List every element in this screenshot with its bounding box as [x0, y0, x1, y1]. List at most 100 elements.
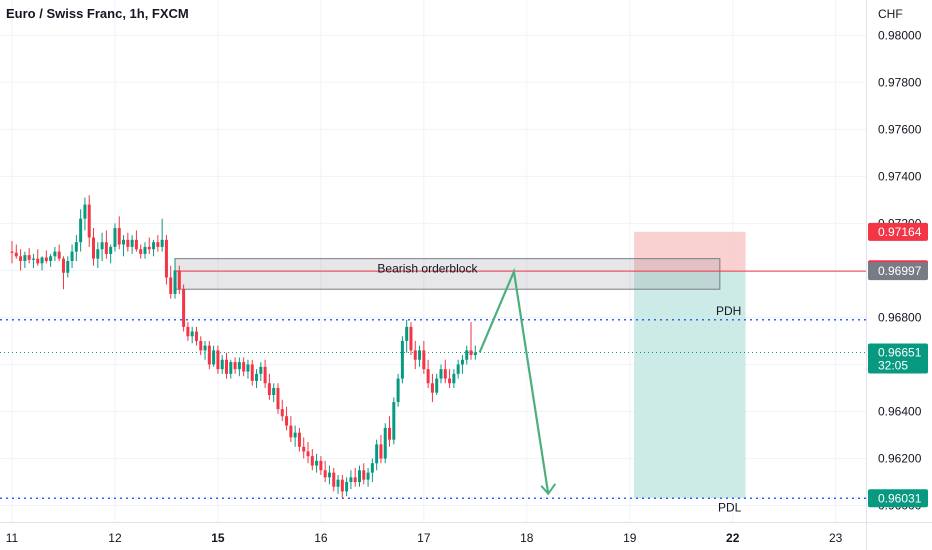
price-tag-countdown: 32:05 [878, 358, 908, 372]
candle-body [160, 239, 164, 247]
price-tag: 0.97164 [868, 222, 928, 241]
candle-body [443, 369, 447, 379]
candle-body [109, 246, 113, 254]
chart-title: Euro / Swiss Franc, 1h, FXCM [6, 6, 189, 21]
candle-body [237, 362, 241, 370]
candle-body [280, 409, 284, 417]
x-tick-label: 15 [211, 531, 225, 545]
candle-body [117, 228, 121, 245]
candle-body [439, 369, 443, 379]
candle-body [156, 242, 160, 247]
candle-body [173, 270, 177, 294]
candle-body [19, 256, 23, 261]
price-tag-label: 0.96031 [878, 491, 922, 505]
candle-body [259, 366, 263, 374]
candle-body [345, 482, 349, 492]
candle-body [134, 239, 138, 250]
candle-body [220, 359, 224, 370]
level-line-layer [0, 270, 866, 500]
candle-body [246, 364, 250, 372]
candle-body [315, 460, 319, 466]
currency-label: CHF [878, 7, 903, 21]
candle-body [225, 359, 228, 374]
price-tag-label: 0.96651 [878, 345, 922, 359]
y-tick-label: 0.97600 [878, 122, 922, 136]
candle-body [366, 472, 370, 480]
candle-body [66, 261, 70, 273]
candle-body [229, 362, 233, 374]
candle-body [332, 472, 336, 487]
candle-body [10, 251, 14, 253]
y-tick-label: 0.97400 [878, 169, 922, 183]
x-tick-label: 16 [314, 531, 328, 545]
candle-body [375, 444, 379, 464]
price-tag-label: 0.97164 [878, 225, 922, 239]
y-tick-label: 0.96400 [878, 404, 922, 418]
candle-body [388, 427, 392, 440]
candle-body [177, 270, 181, 290]
candle-layer [10, 195, 477, 499]
candle-body [190, 331, 194, 337]
candle-body [100, 242, 104, 250]
candle-body [250, 364, 254, 381]
candle-body [126, 239, 130, 247]
orderblock-label: Bearish orderblock [377, 262, 478, 276]
candle-body [70, 251, 74, 261]
candle-body [61, 258, 65, 273]
candle-body [139, 249, 143, 254]
candle-body [469, 350, 473, 356]
x-tick-label: 11 [6, 531, 19, 545]
x-tick-label: 19 [623, 531, 637, 545]
candle-body [186, 326, 190, 337]
candle-body [396, 378, 400, 403]
candle-body [297, 432, 301, 447]
candle-body [327, 472, 331, 478]
x-tick-label: 23 [829, 531, 843, 545]
candle-body [323, 470, 327, 478]
candle-body [302, 446, 306, 452]
x-tick-label: 17 [417, 531, 431, 545]
candle-body [448, 378, 452, 384]
candle-body [426, 369, 430, 384]
take-profit-zone [634, 271, 746, 499]
candle-body [306, 451, 310, 457]
symbol-title: Euro / Swiss Franc, 1h, FXCM [6, 6, 189, 21]
price-tag-label: 0.96997 [878, 264, 922, 278]
candle-body [104, 242, 108, 254]
candle-body [14, 252, 18, 257]
pdl-label: PDL [718, 500, 742, 514]
candle-body [182, 289, 186, 327]
candle-body [255, 373, 259, 381]
candle-body [49, 256, 53, 261]
candle-body [456, 364, 460, 374]
candle-body [143, 246, 147, 254]
candle-body [147, 246, 151, 250]
candle-body [23, 255, 27, 261]
candle-body [83, 204, 87, 219]
price-tag-bg [868, 343, 928, 374]
orderblock-box [174, 258, 721, 290]
annotation-layer: Bearish orderblock PDH PDL [377, 262, 741, 515]
pdh-label: PDH [716, 304, 741, 318]
candle-body [36, 258, 40, 264]
candle-body [79, 218, 83, 243]
candle-body [96, 249, 100, 259]
candle-body [44, 257, 48, 261]
candle-body [53, 251, 57, 257]
candle-body [319, 460, 323, 471]
projection-path [478, 267, 550, 494]
x-tick-label: 12 [108, 531, 122, 545]
y-tick-label: 0.96800 [878, 310, 922, 324]
stop-loss-zone [634, 231, 746, 272]
candle-body [405, 326, 409, 341]
candle-body [199, 340, 203, 351]
price-tag-bg [868, 262, 928, 281]
candle-body [285, 416, 289, 426]
candle-body [362, 470, 366, 480]
candle-body [267, 383, 271, 396]
candle-body [233, 362, 237, 370]
candle-body [40, 257, 44, 264]
candle-body [349, 477, 353, 483]
